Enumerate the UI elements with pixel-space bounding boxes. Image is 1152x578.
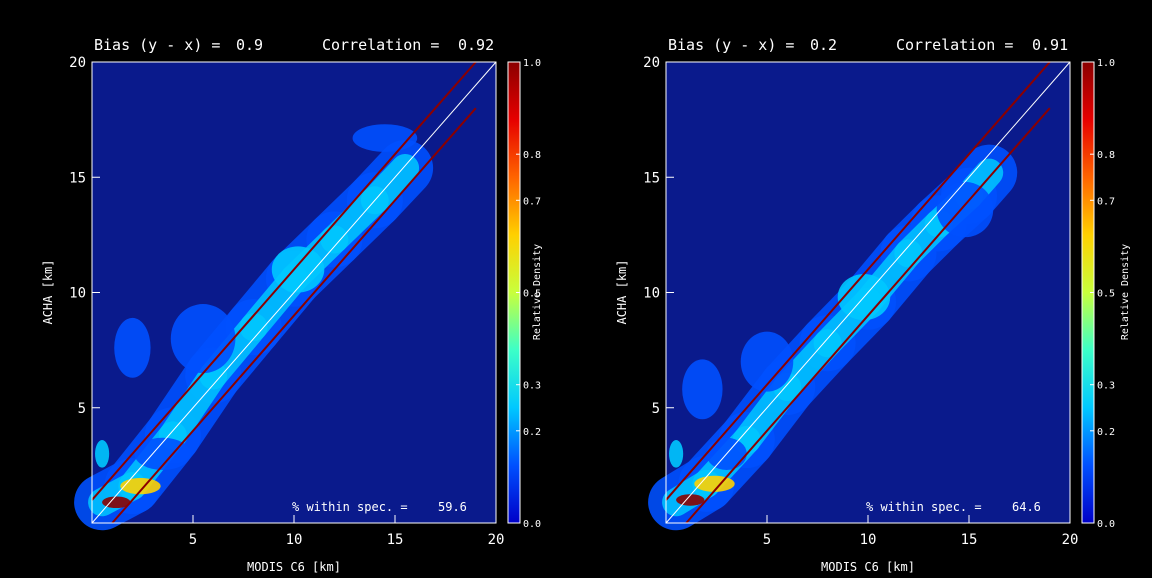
density-blob <box>936 181 994 238</box>
colorbar-tick-label: 0.2 <box>523 427 541 438</box>
y-tick-label: 10 <box>69 286 86 302</box>
colorbar-tick-label: 1.0 <box>523 58 541 69</box>
upper-spec-line <box>91 61 477 501</box>
y-tick-label: 5 <box>78 401 86 417</box>
colorbar-tick-label: 0.8 <box>1097 150 1115 161</box>
density-blob <box>669 440 684 468</box>
left-panel: Bias (y - x) = 0.9 Correlation = 0.92 5 1… <box>41 36 543 574</box>
correlation-value: 0.91 <box>1032 36 1068 54</box>
density-blob <box>352 124 418 152</box>
axis-ticks: 5 10 15 20 5 10 15 20 <box>643 55 1078 548</box>
colorbar-label: Relative Density <box>1120 244 1131 340</box>
x-tick-label: 20 <box>488 532 505 548</box>
colorbar-tick-label: 0.0 <box>523 519 541 530</box>
y-axis-label: ACHA [km] <box>615 259 629 324</box>
x-tick-label: 15 <box>387 532 404 548</box>
density-blob <box>134 437 191 470</box>
x-axis-label: MODIS C6 [km] <box>821 560 915 574</box>
correlation-value: 0.92 <box>458 36 494 54</box>
correlation-label: Correlation = <box>896 36 1013 54</box>
colorbar-tick-label: 1.0 <box>1097 58 1115 69</box>
colorbar-tick-label: 0.5 <box>523 289 541 300</box>
density-blob <box>102 496 131 509</box>
upper-spec-line <box>665 61 1051 501</box>
density-marks <box>648 144 1018 531</box>
density-blob <box>170 304 236 374</box>
colorbar-tick-label: 0.8 <box>523 150 541 161</box>
density-blob <box>682 359 723 420</box>
colorbar: 0.0 0.2 0.3 0.5 0.7 0.8 1.0 <box>507 58 541 530</box>
y-axis-label: ACHA [km] <box>41 259 55 324</box>
colorbar-tick-label: 0.0 <box>1097 519 1115 530</box>
within-spec-label: % within spec. = <box>292 500 408 514</box>
one-to-one-line <box>91 61 497 524</box>
x-tick-label: 20 <box>1062 532 1079 548</box>
lower-spec-line <box>111 107 477 524</box>
density-blob <box>114 317 151 378</box>
within-spec-value: 64.6 <box>1012 500 1041 514</box>
colorbar: 0.0 0.2 0.3 0.5 0.7 0.8 1.0 <box>1081 58 1115 530</box>
y-tick-label: 10 <box>643 286 660 302</box>
y-tick-label: 15 <box>643 170 660 186</box>
colorbar-tick-label: 0.2 <box>1097 427 1115 438</box>
correlation-label: Correlation = <box>322 36 439 54</box>
bias-label: Bias (y - x) = <box>668 36 794 54</box>
colorbar-tick-label: 0.5 <box>1097 289 1115 300</box>
x-tick-label: 15 <box>961 532 978 548</box>
x-tick-label: 10 <box>860 532 877 548</box>
y-tick-label: 5 <box>652 401 660 417</box>
x-tick-label: 5 <box>189 532 197 548</box>
reference-lines <box>665 61 1071 524</box>
colorbar-tick-label: 0.3 <box>1097 381 1115 392</box>
x-axis-label: MODIS C6 [km] <box>247 560 341 574</box>
axis-ticks: 5 10 15 20 5 10 15 20 <box>69 55 504 548</box>
y-tick-label: 20 <box>643 55 660 71</box>
within-spec-value: 59.6 <box>438 500 467 514</box>
reference-lines <box>91 61 497 524</box>
bias-value: 0.2 <box>810 36 837 54</box>
colorbar-tick-label: 0.3 <box>523 381 541 392</box>
y-tick-label: 20 <box>69 55 86 71</box>
density-blob <box>740 331 794 392</box>
colorbar-label: Relative Density <box>532 244 543 340</box>
right-panel: Bias (y - x) = 0.2 Correlation = 0.91 5 1… <box>615 36 1131 574</box>
within-spec-label: % within spec. = <box>866 500 982 514</box>
colorbar-tick-label: 0.7 <box>1097 196 1115 207</box>
x-tick-label: 10 <box>286 532 303 548</box>
x-tick-label: 5 <box>763 532 771 548</box>
bias-value: 0.9 <box>236 36 263 54</box>
bias-label: Bias (y - x) = <box>94 36 220 54</box>
lower-spec-line <box>685 107 1051 524</box>
density-blob <box>120 478 161 495</box>
y-tick-label: 15 <box>69 170 86 186</box>
colorbar-tick-label: 0.7 <box>523 196 541 207</box>
one-to-one-line <box>665 61 1071 524</box>
density-blob <box>95 440 110 468</box>
